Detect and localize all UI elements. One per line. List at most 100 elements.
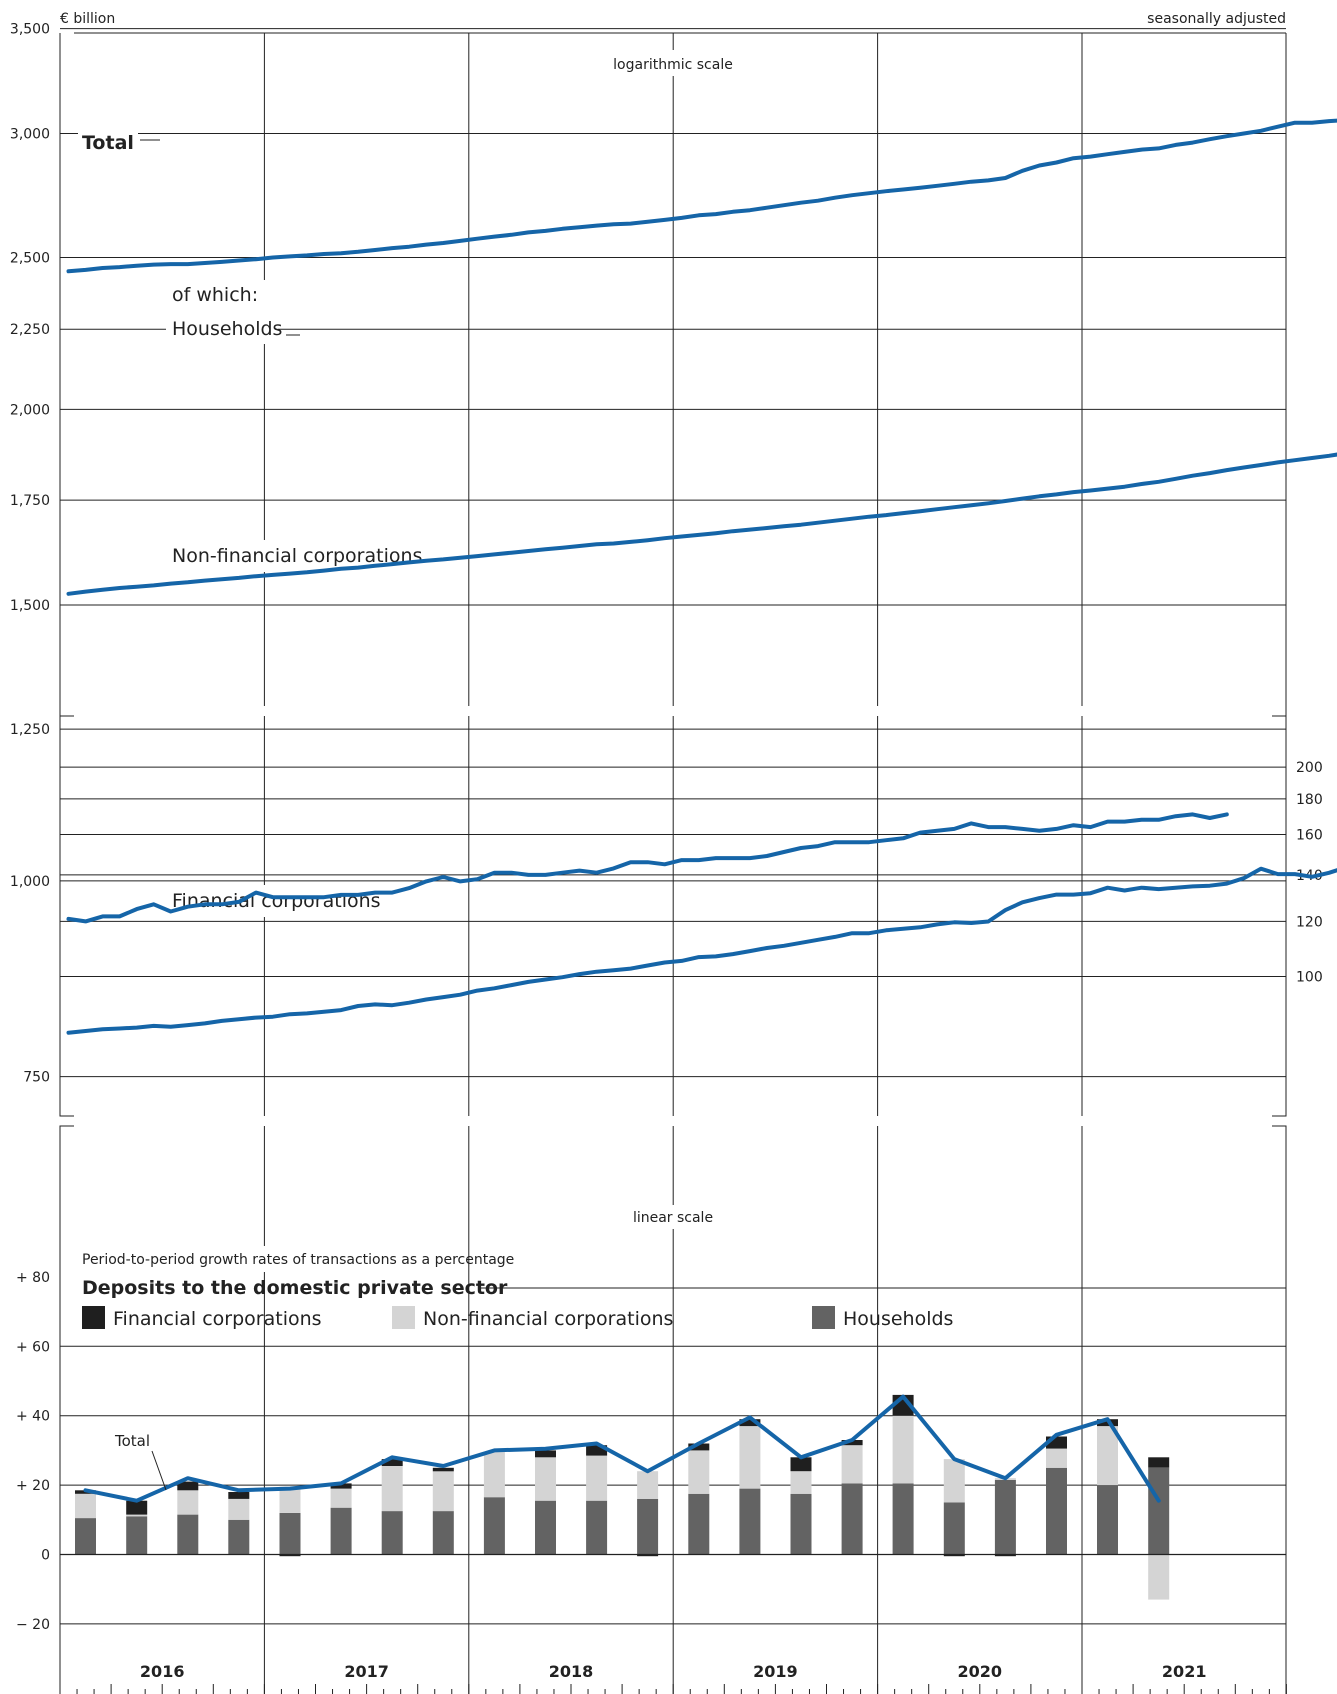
bar-financial xyxy=(177,1481,199,1491)
bar-financial xyxy=(126,1500,148,1515)
x-axis: 2016 2017 2018 2019 2020 2021 xyxy=(59,1662,1287,1694)
year-label: 2019 xyxy=(753,1662,798,1681)
bar-financial xyxy=(637,1554,659,1557)
fc-y-tick-label: 120 xyxy=(1296,914,1323,930)
top-y-tick-label: 750 xyxy=(23,1070,50,1086)
bar-financial xyxy=(1148,1457,1170,1468)
bar-financial xyxy=(432,1467,454,1472)
fc-panel-frame xyxy=(59,715,1287,1117)
bar-households xyxy=(790,1493,812,1555)
bottom-y-tick-label: 0 xyxy=(41,1548,50,1564)
year-label: 2018 xyxy=(549,1662,594,1681)
bottom-panel-frame xyxy=(59,1125,1287,1694)
bar-households xyxy=(637,1499,659,1555)
bar-financial xyxy=(994,1554,1016,1557)
bar-nonfinancial xyxy=(790,1471,812,1494)
top-y-tick-label: 1,750 xyxy=(10,493,50,509)
top-panel-frame xyxy=(59,32,1287,717)
bottom-y-tick-label: + 60 xyxy=(16,1339,50,1355)
fc-y-tick-label: 180 xyxy=(1296,792,1323,808)
total-line xyxy=(66,118,1337,274)
bar-nonfinancial xyxy=(126,1514,148,1517)
bar-financial xyxy=(841,1440,863,1446)
top-y-tick-label: 2,000 xyxy=(10,402,50,418)
bar-households xyxy=(432,1511,454,1555)
top-y-tick-label: 3,000 xyxy=(10,127,50,143)
year-label: 2021 xyxy=(1162,1662,1207,1681)
bar-financial xyxy=(279,1554,301,1557)
bar-nonfinancial xyxy=(330,1488,352,1508)
bar-households xyxy=(75,1518,96,1555)
bottom-total-label: Total xyxy=(114,1432,150,1450)
top-y-tick-label: 2,250 xyxy=(10,322,50,338)
bar-financial xyxy=(688,1443,710,1451)
bar-series xyxy=(60,1394,1286,1600)
bottom-title: Deposits to the domestic private sector xyxy=(82,1277,508,1299)
legend-swatch-financial xyxy=(82,1306,105,1329)
bar-households xyxy=(688,1493,710,1555)
bar-financial xyxy=(586,1445,608,1456)
linear-scale-label: linear scale xyxy=(633,1210,713,1226)
top-y-tick-label: 1,000 xyxy=(10,874,50,890)
of-which-label: of which: xyxy=(172,284,258,306)
bar-nonfinancial xyxy=(892,1415,914,1484)
bar-nonfinancial xyxy=(943,1459,965,1503)
bar-nonfinancial xyxy=(841,1445,863,1484)
nfc-line xyxy=(66,866,1337,1035)
bar-households xyxy=(228,1519,250,1555)
seasonal-note: seasonally adjusted xyxy=(1147,11,1286,27)
bottom-y-tick-label: − 20 xyxy=(16,1617,50,1633)
total-growth-polyline xyxy=(83,1394,1161,1503)
legend-swatch-households xyxy=(812,1306,835,1329)
bar-households xyxy=(586,1500,608,1555)
bar-households xyxy=(892,1483,914,1555)
bar-financial xyxy=(790,1457,812,1472)
bottom-y-tick-label: + 20 xyxy=(16,1478,50,1494)
bottom-total-leader xyxy=(151,1450,167,1491)
bar-nonfinancial xyxy=(586,1455,608,1501)
households-series-label: Households xyxy=(172,318,282,340)
bar-nonfinancial xyxy=(1148,1554,1170,1600)
bar-households xyxy=(1148,1467,1170,1555)
bar-nonfinancial xyxy=(483,1452,505,1498)
unit-label: € billion xyxy=(60,11,115,27)
bar-nonfinancial xyxy=(1046,1448,1067,1468)
year-label: 2020 xyxy=(958,1662,1003,1681)
top-y-tick-label: 1,250 xyxy=(10,722,50,738)
bar-financial xyxy=(228,1492,250,1499)
bar-nonfinancial xyxy=(75,1493,96,1519)
bar-households xyxy=(535,1500,556,1555)
bar-households xyxy=(483,1497,505,1555)
year-label: 2016 xyxy=(140,1662,185,1681)
bar-nonfinancial xyxy=(432,1471,454,1512)
bar-nonfinancial xyxy=(739,1426,761,1489)
fc-y-tick-label: 200 xyxy=(1296,760,1323,776)
panel-frames xyxy=(59,32,1287,1694)
bar-households xyxy=(126,1516,148,1555)
bar-households xyxy=(279,1512,301,1555)
bar-households xyxy=(1097,1485,1118,1555)
line-series xyxy=(66,118,1337,1035)
bar-nonfinancial xyxy=(637,1471,659,1499)
bar-households xyxy=(177,1514,199,1555)
legend-label-households: Households xyxy=(843,1308,953,1330)
bar-households xyxy=(330,1507,352,1555)
bar-nonfinancial xyxy=(177,1490,199,1515)
bar-households xyxy=(943,1502,965,1555)
total-series-label: Total xyxy=(82,132,134,154)
total-growth-line xyxy=(83,1394,1161,1503)
bottom-y-tick-label: + 80 xyxy=(16,1270,50,1286)
top-y-tick-label: 1,500 xyxy=(10,598,50,614)
bar-financial xyxy=(739,1419,761,1427)
households-line xyxy=(66,452,1337,596)
fc-line xyxy=(66,812,1229,924)
bar-financial xyxy=(381,1459,403,1466)
grid xyxy=(60,28,1286,1694)
bar-financial xyxy=(330,1483,352,1489)
bar-households xyxy=(739,1488,761,1555)
bar-financial xyxy=(535,1450,556,1458)
legend-label-financial: Financial corporations xyxy=(113,1308,322,1330)
legend-label-nonfinancial: Non-financial corporations xyxy=(423,1308,673,1330)
bar-nonfinancial xyxy=(228,1499,250,1520)
bar-households xyxy=(1046,1467,1067,1555)
